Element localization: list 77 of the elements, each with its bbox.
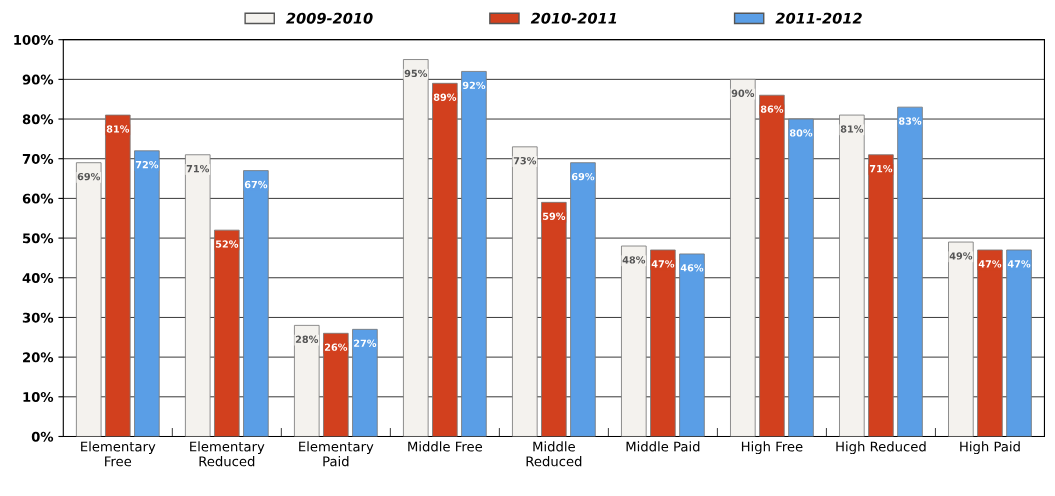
x-tick-label: Elementary Reduced: [190, 441, 265, 467]
y-tick-label: 60%: [22, 193, 54, 204]
data-label: 47%: [651, 260, 675, 268]
data-label: 71%: [186, 164, 210, 173]
bar: [243, 170, 269, 437]
bar: [868, 154, 894, 437]
x-tick-label: Middle Paid: [626, 441, 700, 452]
bar: [788, 118, 814, 437]
bar: [105, 114, 131, 437]
legend-label: 2010-2011: [530, 12, 617, 24]
bar: [730, 78, 756, 437]
bar: [650, 249, 676, 437]
data-label: 95%: [404, 69, 428, 78]
y-tick-label: 20%: [23, 352, 54, 363]
data-label: 28%: [295, 335, 319, 343]
bar: [948, 241, 974, 437]
y-tick-label: 0%: [31, 431, 54, 442]
data-label: 26%: [324, 343, 348, 351]
data-label: 69%: [571, 172, 595, 181]
data-label: 47%: [1007, 260, 1031, 268]
y-tick-label: 100%: [14, 34, 54, 45]
data-label: 52%: [215, 240, 239, 248]
bar: [403, 59, 429, 437]
data-label: 67%: [244, 180, 268, 189]
data-label: 27%: [354, 339, 377, 347]
data-label: 83%: [898, 117, 922, 125]
y-tick-label: 90%: [22, 74, 54, 85]
bar: [352, 328, 378, 437]
bar: [897, 106, 923, 437]
bar: [1006, 249, 1032, 437]
x-tick-label: Middle Reduced: [526, 441, 582, 467]
data-label: 86%: [760, 105, 784, 113]
data-label: 72%: [135, 160, 159, 169]
data-label: 71%: [869, 164, 893, 173]
data-label: 59%: [542, 212, 566, 220]
data-label: 90%: [731, 89, 755, 97]
bar: [294, 324, 320, 437]
bar: [759, 94, 785, 437]
y-tick-label: 10%: [23, 392, 54, 402]
bar: [839, 114, 865, 437]
bar: [432, 82, 458, 437]
bar: [977, 249, 1003, 437]
bar: [214, 229, 240, 437]
x-tick-label: Middle Free: [408, 441, 483, 452]
y-tick-label: 50%: [23, 233, 54, 244]
y-tick-label: 30%: [22, 312, 54, 323]
bar: [134, 150, 160, 437]
data-label: 49%: [949, 252, 973, 260]
data-label: 81%: [840, 125, 864, 133]
bar: [323, 332, 349, 437]
y-tick-label: 70%: [22, 153, 54, 164]
data-label: 48%: [622, 256, 646, 264]
x-tick-label: High Paid: [960, 441, 1020, 455]
bar: [679, 253, 705, 437]
bar: [512, 146, 538, 437]
x-tick-label: High Reduced: [836, 441, 926, 455]
data-label: 69%: [77, 172, 101, 181]
bar: [461, 71, 487, 437]
data-label: 73%: [513, 157, 537, 165]
legend-label: 2009-2010: [286, 12, 373, 24]
data-label: 89%: [433, 93, 457, 101]
bar: [541, 201, 567, 437]
bar: [570, 162, 596, 437]
data-label: 92%: [462, 81, 486, 89]
bar: [75, 162, 102, 437]
legend-label: 2011-2012: [775, 12, 862, 24]
y-tick-label: 40%: [22, 272, 54, 283]
bar: [621, 245, 647, 437]
data-label: 81%: [106, 125, 130, 133]
data-label: 80%: [789, 129, 813, 137]
data-label: 46%: [680, 264, 704, 272]
y-tick-label: 80%: [22, 114, 54, 125]
x-tick-label: Elementary Paid: [299, 441, 374, 467]
bar: [184, 154, 211, 437]
data-label: 47%: [978, 260, 1002, 268]
x-tick-label: High Free: [741, 441, 803, 455]
x-tick-label: Elementary Free: [81, 441, 156, 467]
